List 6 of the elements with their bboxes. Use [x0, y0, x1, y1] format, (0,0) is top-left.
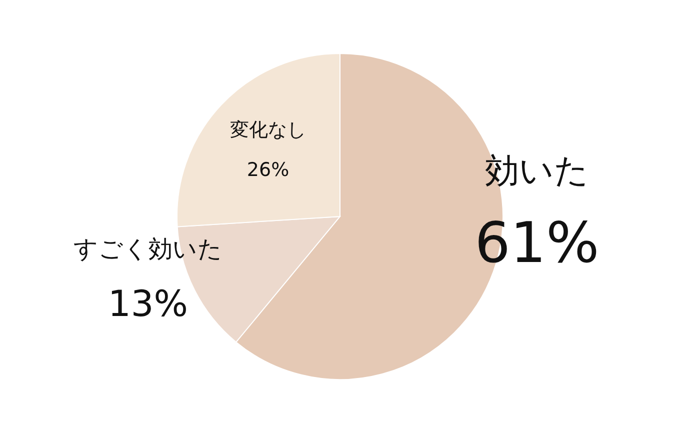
slice-label: すごく効いた: [74, 235, 222, 263]
slice-label: 変化なし: [230, 119, 306, 141]
data-label: 26%: [246, 159, 290, 181]
data-label: 13%: [108, 284, 188, 325]
data-label: 61%: [474, 211, 600, 276]
slice-label: 効いた: [485, 151, 589, 191]
